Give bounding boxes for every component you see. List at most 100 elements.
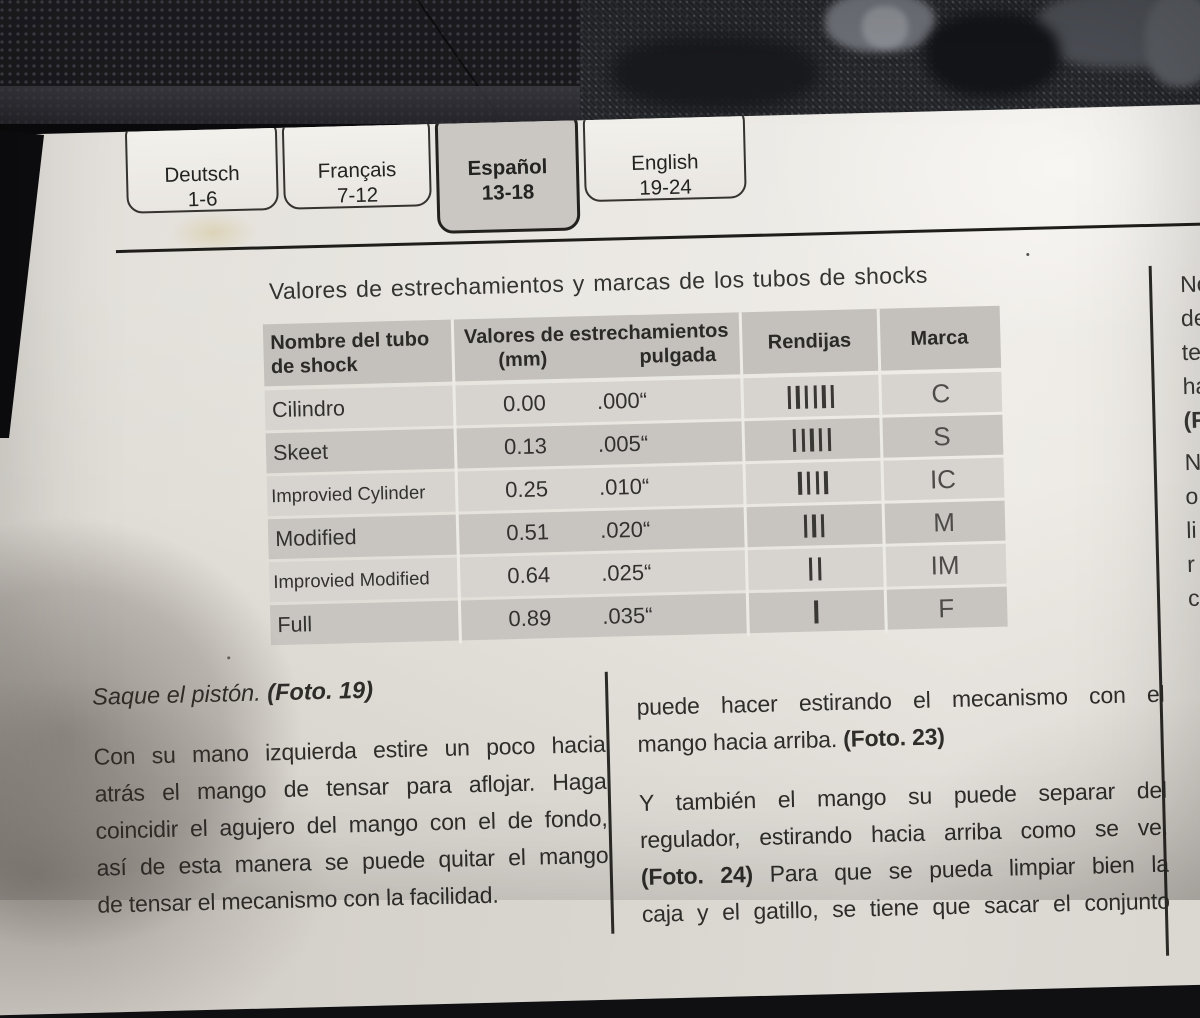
bold-text: (Foto. 23) — [842, 723, 945, 752]
tab-pages: 19-24 — [639, 175, 693, 200]
bold-text: (Foto. 24) — [640, 861, 754, 890]
tab-pages: 7-12 — [336, 183, 379, 208]
cutoff-text-fragment: No — [1179, 270, 1200, 298]
cell-marca-letter: M — [932, 506, 956, 537]
paper-speck — [227, 656, 231, 660]
right-paragraph-2: Y también el mango su puede separar del r… — [639, 772, 1171, 933]
header-rule — [115, 220, 1200, 254]
tab-deutsch: Deutsch 1-6 — [124, 121, 279, 214]
cutoff-text-fragment: o — [1185, 482, 1199, 510]
cell-marca-letter: C — [931, 377, 951, 408]
notch-bar — [813, 384, 818, 408]
fabric-patch — [925, 12, 1060, 97]
notch-bar — [797, 471, 803, 495]
notch-bar — [795, 385, 800, 409]
right-paragraph-1: puede hacer estirando el mecanismo con e… — [636, 676, 1166, 763]
cell-mm-value: 0.25 — [504, 476, 549, 503]
notch-bar — [792, 428, 797, 452]
cell-mm-value: 0.89 — [508, 605, 552, 632]
notch-bar — [812, 513, 817, 538]
dark-textured-background — [0, 0, 1200, 150]
cell-inch-value: .020“ — [599, 516, 651, 543]
header-cell-values: Valores de estrechamientos (mm) pulgada — [463, 319, 729, 372]
tab-pages: 1-6 — [187, 187, 218, 212]
cell-rendijas-notches — [746, 555, 885, 581]
fabric-patch — [862, 6, 908, 48]
cutoff-text-fragment: de — [1180, 304, 1200, 332]
tab-francais: Français 7-12 — [281, 118, 432, 210]
choke-table: Nombre del tubo de shock Valores de estr… — [262, 305, 1008, 649]
notch-bar — [818, 427, 823, 451]
cell-rendijas-notches — [743, 426, 882, 452]
paper-speck — [1026, 252, 1030, 257]
notch-bar — [814, 599, 819, 623]
cell-inch-value: .005“ — [597, 430, 649, 457]
left-paragraph: Con su mano izquierda estire un poco hac… — [93, 726, 610, 924]
cell-tube-name: Skeet — [272, 439, 329, 465]
fabric-patch — [610, 35, 820, 110]
notch-bar — [815, 470, 820, 494]
cell-rendijas-notches — [747, 598, 886, 624]
table-title: Valores de estrechamientos y marcas de l… — [268, 261, 928, 305]
cutoff-text-fragment: c — [1187, 584, 1200, 612]
cell-mm-value: 0.13 — [503, 433, 548, 460]
cutoff-text-fragment: te — [1181, 338, 1200, 366]
cell-mm-value: 0.64 — [507, 562, 551, 589]
caption-saque-el-piston: Saque el pistón. (Foto. 19) — [92, 677, 373, 711]
header-cell-marca: Marca — [910, 326, 969, 350]
cell-tube-name: Modified — [274, 524, 357, 551]
manual-page: Deutsch 1-6 Français 7-12 Español 13-18 … — [0, 101, 1200, 1018]
margin-fragments-top: No de te ha (F — [1180, 265, 1200, 437]
cell-rendijas-notches — [742, 383, 881, 409]
header-subcell-mm: (mm) — [498, 348, 548, 372]
cutoff-text-fragment: (F — [1183, 406, 1200, 434]
cell-inch-value: .025“ — [600, 559, 652, 586]
tab-espanol-active: Español 13-18 — [434, 114, 581, 234]
cutoff-text-fragment: ha — [1182, 372, 1200, 400]
cell-inch-value: .000“ — [596, 387, 648, 414]
notch-bar — [830, 384, 835, 408]
text: caja y el gatillo, se tiene que sacar el… — [641, 887, 1171, 927]
notch-bar — [820, 513, 825, 537]
cell-mm-value: 0.51 — [505, 519, 550, 546]
notch-bar — [787, 385, 792, 409]
cell-inch-value: .010“ — [598, 473, 650, 500]
fabric-patch — [1145, 0, 1200, 87]
text: así de esta manera se puede quitar el ma… — [96, 841, 609, 881]
cell-tube-name: Improvied Cylinder — [270, 481, 426, 507]
cell-marca-letter: IM — [930, 549, 960, 581]
cell-marca-letter: IC — [929, 463, 957, 495]
text: puede hacer estirando el mecanismo con e… — [636, 680, 1165, 721]
text: mango hacia arriba. — [637, 725, 844, 758]
tab-english: English 19-24 — [582, 110, 747, 203]
cutoff-text-fragment: N — [1184, 448, 1200, 476]
notch-bar — [808, 557, 813, 581]
cell-tube-name: Improvied Modified — [273, 567, 430, 593]
header-cell-name: Nombre del tubo de shock — [270, 328, 430, 379]
notch-bar — [806, 471, 811, 495]
tab-label: Deutsch — [164, 161, 240, 187]
tab-pages: 13-18 — [481, 180, 535, 205]
notch-bar — [827, 427, 832, 451]
notch-bar — [801, 428, 806, 452]
notch-bar — [803, 514, 808, 538]
cell-rendijas-notches — [745, 512, 884, 538]
text: Saque el pistón. — [91, 679, 268, 710]
cell-tube-name: Full — [277, 611, 313, 637]
tab-label: Français — [317, 157, 397, 183]
cell-marca-letter: F — [937, 592, 955, 623]
notch-bar — [824, 470, 829, 494]
cutoff-text-fragment: r — [1186, 550, 1196, 578]
cutoff-text-fragment: li — [1186, 516, 1197, 544]
cell-rendijas-notches — [744, 469, 883, 495]
table-rows: Cilindro 0.00 .000“ C Skeet 0.13 .005“ S Improvi… — [264, 371, 1008, 646]
header-cell-rendijas: Rendijas — [767, 328, 852, 354]
notch-bar — [804, 385, 809, 409]
notch-bar — [821, 384, 826, 408]
cell-mm-value: 0.00 — [502, 390, 547, 417]
bold-text: (Foto. 19) — [266, 676, 374, 706]
notch-bar — [817, 556, 822, 580]
notch-bar — [809, 427, 814, 452]
